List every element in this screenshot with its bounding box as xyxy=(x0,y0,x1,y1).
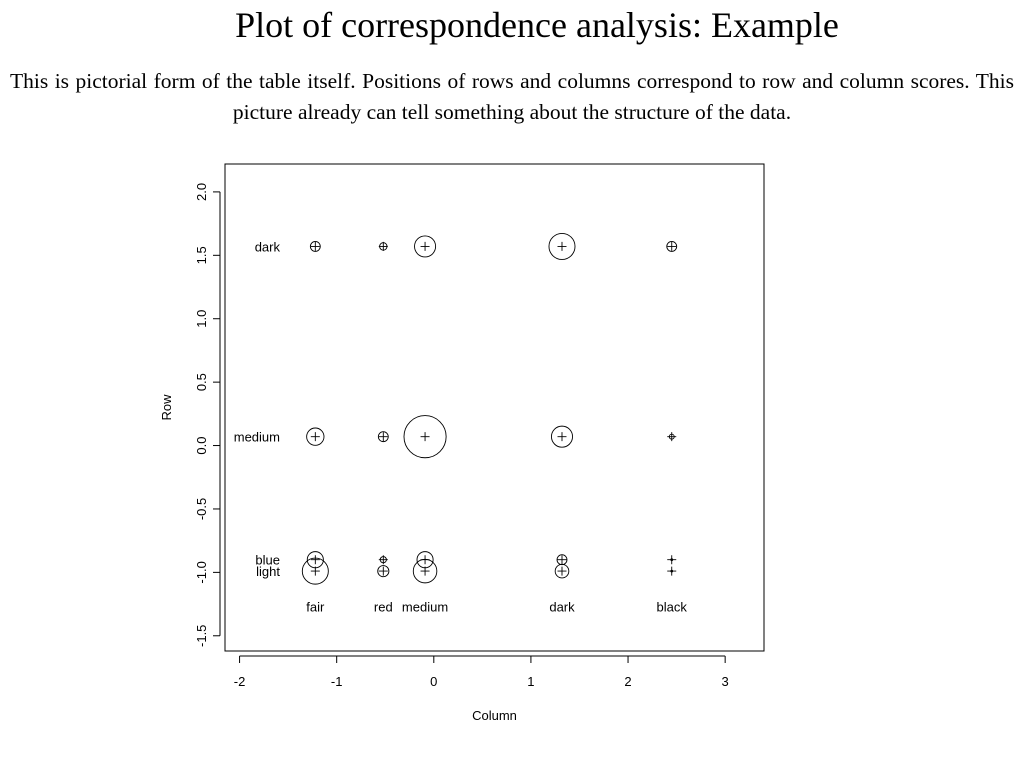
cell-plus-marker xyxy=(667,566,677,576)
cell-circle xyxy=(412,558,438,584)
cell-circle xyxy=(403,415,447,459)
slide-title: Plot of correspondence analysis: Example xyxy=(235,5,839,45)
x-tick-label: 3 xyxy=(722,674,729,689)
y-tick-label: 1.0 xyxy=(194,310,209,328)
column-label: fair xyxy=(306,600,325,615)
x-tick-label: 2 xyxy=(624,674,631,689)
x-tick-label: -1 xyxy=(331,674,343,689)
cell-plus-marker xyxy=(420,241,430,251)
cell-plus-marker xyxy=(378,432,388,442)
cell-circle xyxy=(551,425,573,448)
row-label: medium xyxy=(234,430,280,445)
cell-circle xyxy=(306,427,325,446)
column-label: red xyxy=(374,600,393,615)
row-label: blue xyxy=(255,553,280,568)
x-tick-label: 0 xyxy=(430,674,437,689)
row-label: light xyxy=(256,564,280,579)
y-tick-label: 2.0 xyxy=(194,183,209,201)
y-tick-label: 0.5 xyxy=(194,373,209,391)
y-tick-label: 0.0 xyxy=(194,437,209,455)
plot-frame xyxy=(224,163,765,652)
cell-plus-marker xyxy=(378,555,388,565)
cell-plus-marker xyxy=(557,566,567,576)
cell-plus-marker xyxy=(310,566,320,576)
column-label: medium xyxy=(402,600,448,615)
column-label: black xyxy=(657,600,688,615)
cell-plus-marker xyxy=(420,432,430,442)
cell-circle xyxy=(377,565,390,578)
cell-plus-marker xyxy=(557,241,567,251)
slide-subtitle: This is pictorial form of the table itse… xyxy=(10,69,1014,124)
x-axis-title: Column xyxy=(472,708,517,723)
cell-circle xyxy=(548,232,576,260)
column-label: dark xyxy=(549,600,575,615)
row-label: dark xyxy=(255,239,281,254)
cell-plus-marker xyxy=(667,555,677,565)
cell-plus-marker xyxy=(667,432,677,442)
x-tick-label: -2 xyxy=(234,674,246,689)
cell-plus-marker xyxy=(420,566,430,576)
cell-plus-marker xyxy=(310,555,320,565)
cell-circle xyxy=(666,241,678,252)
cell-circle xyxy=(377,431,389,443)
cell-plus-marker xyxy=(557,432,567,442)
cell-plus-marker xyxy=(378,241,388,251)
cell-circle xyxy=(554,563,570,579)
cell-circle xyxy=(309,241,321,252)
y-tick-label: -1.5 xyxy=(194,625,209,647)
cell-plus-marker xyxy=(667,241,677,251)
y-tick-label: 1.5 xyxy=(194,246,209,264)
cell-plus-marker xyxy=(310,241,320,251)
x-tick-label: 1 xyxy=(527,674,534,689)
cell-plus-marker xyxy=(310,432,320,442)
cell-plus-marker xyxy=(557,555,567,565)
y-tick-label: -1.0 xyxy=(194,561,209,583)
y-tick-label: -0.5 xyxy=(194,498,209,520)
cell-plus-marker xyxy=(378,566,388,576)
cell-circle xyxy=(301,557,329,585)
y-axis-title: Row xyxy=(159,394,174,421)
cell-circle xyxy=(414,235,437,258)
